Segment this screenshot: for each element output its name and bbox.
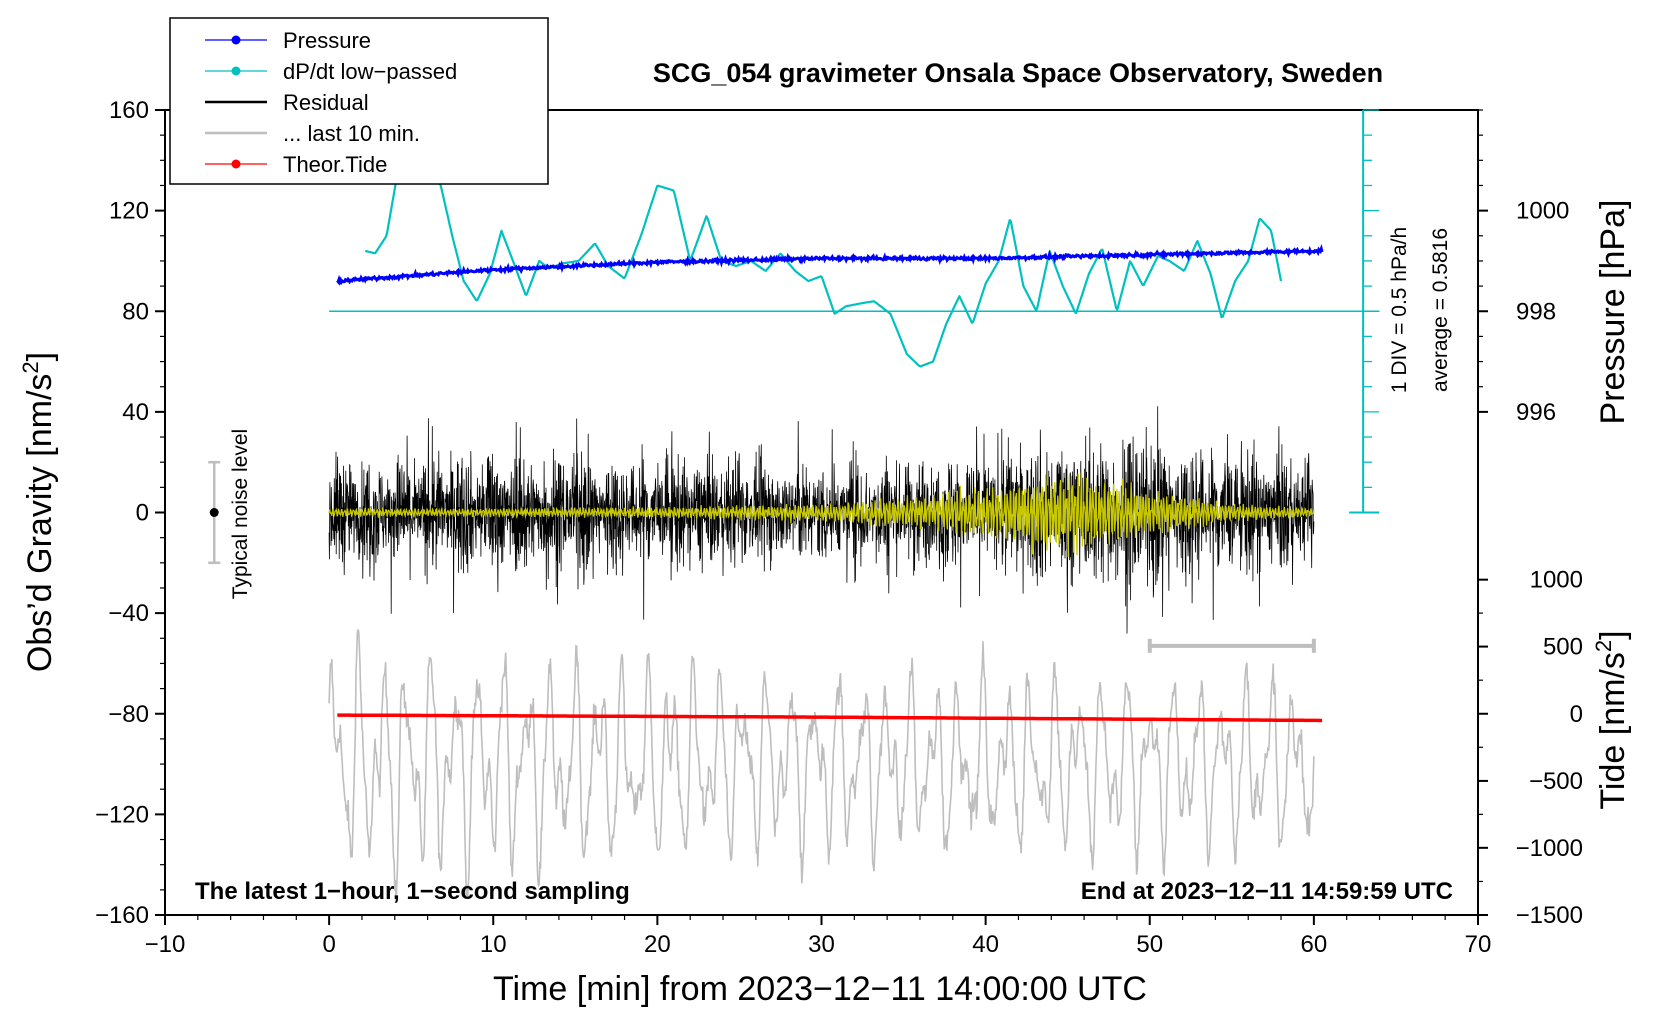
y-tick-label: 80 — [122, 298, 149, 325]
legend-label: Pressure — [283, 28, 371, 53]
noise-level-label: Typical noise level — [229, 429, 252, 599]
y-tick-label: −120 — [95, 801, 149, 828]
x-tick-label: 30 — [808, 931, 835, 958]
legend: Pressure dP/dt low−passed Residual ... last… — [169, 17, 549, 185]
y-tick-label: 40 — [122, 399, 149, 426]
y-tick-label: 0 — [136, 500, 149, 527]
legend-marker — [231, 35, 241, 45]
dpdt-scale-label: 1 DIV = 0.5 hPa/h — [1388, 227, 1411, 393]
series-layer — [328, 129, 1380, 903]
x-tick-label: 20 — [644, 931, 671, 958]
y-axis-title-gravity: Obs’d Gravity [nm/s2] — [18, 352, 59, 672]
y-tick-label: 160 — [109, 97, 149, 124]
series-last-10-min — [328, 629, 1315, 903]
y-axis-title-tide-sup: 2 — [1591, 640, 1616, 652]
legend-marker — [231, 66, 241, 76]
y-tick-label: −80 — [108, 701, 149, 728]
tide-tick-label: −1000 — [1516, 835, 1583, 862]
x-tick-label: 10 — [480, 931, 507, 958]
series-dpdt-low-passed — [364, 129, 1283, 368]
dpdt-average-label: average = 0.5816 — [1429, 228, 1452, 392]
chart-title: SCG_054 gravimeter Onsala Space Observat… — [653, 58, 1383, 88]
legend-label: Theor.Tide — [283, 152, 387, 177]
y-axis-title-pressure: Pressure [hPa] — [1594, 200, 1632, 425]
footer-right-label: End at 2023−12−11 14:59:59 UTC — [1081, 878, 1453, 905]
y-axis-title-gravity-close: ] — [21, 352, 59, 361]
legend-marker — [231, 159, 241, 169]
y-axis-title-gravity-text: Obs’d Gravity [nm/s — [21, 374, 59, 673]
tide-tick-label: 500 — [1543, 634, 1583, 661]
y-axis-pressure: 1000 998 996 — [1478, 109, 1569, 426]
series-pressure — [336, 243, 1324, 286]
x-tick-label: 70 — [1465, 931, 1492, 958]
pressure-tick-label: 998 — [1516, 298, 1556, 325]
y-axis-title-tide: Tide [nm/s2] — [1591, 630, 1632, 809]
x-tick-label: 60 — [1301, 931, 1328, 958]
y-axis-tide: 1000 500 0 −500 −1000 −1500 — [1478, 567, 1583, 929]
series-theoretical-tide — [337, 713, 1323, 723]
tide-tick-label: 1000 — [1530, 567, 1583, 594]
legend-label: ... last 10 min. — [283, 121, 420, 146]
tide-tick-label: 0 — [1570, 701, 1583, 728]
x-tick-label: 40 — [972, 931, 999, 958]
x-tick-label: 50 — [1136, 931, 1163, 958]
pressure-tick-label: 1000 — [1516, 198, 1569, 225]
y-tick-label: −160 — [95, 902, 149, 929]
pressure-tick-label: 996 — [1516, 399, 1556, 426]
tide-tick-label: −500 — [1529, 768, 1583, 795]
x-axis: −10 0 10 20 30 40 50 60 70 — [145, 915, 1492, 958]
y-axis-title-gravity-sup: 2 — [18, 361, 43, 373]
x-axis-title: Time [min] from 2023−12−11 14:00:00 UTC — [493, 970, 1147, 1008]
y-axis-title-tide-close: ] — [1594, 630, 1632, 639]
legend-label: Residual — [283, 90, 369, 115]
tide-tick-label: −1500 — [1516, 902, 1583, 929]
x-tick-label: 0 — [322, 931, 335, 958]
annotation-layer — [208, 109, 1380, 653]
noise-bar-dot — [209, 508, 219, 517]
series-residual-filtered — [328, 472, 1315, 558]
y-axis-gravity: 160 120 80 40 0 −40 −80 −120 −160 — [95, 97, 165, 929]
y-tick-label: 120 — [109, 198, 149, 225]
y-tick-label: −40 — [108, 600, 149, 627]
y-axis-title-tide-text: Tide [nm/s — [1594, 652, 1632, 809]
legend-label: dP/dt low−passed — [283, 59, 457, 84]
x-tick-label: −10 — [145, 931, 186, 958]
footer-left-label: The latest 1−hour, 1−second sampling — [195, 878, 630, 905]
